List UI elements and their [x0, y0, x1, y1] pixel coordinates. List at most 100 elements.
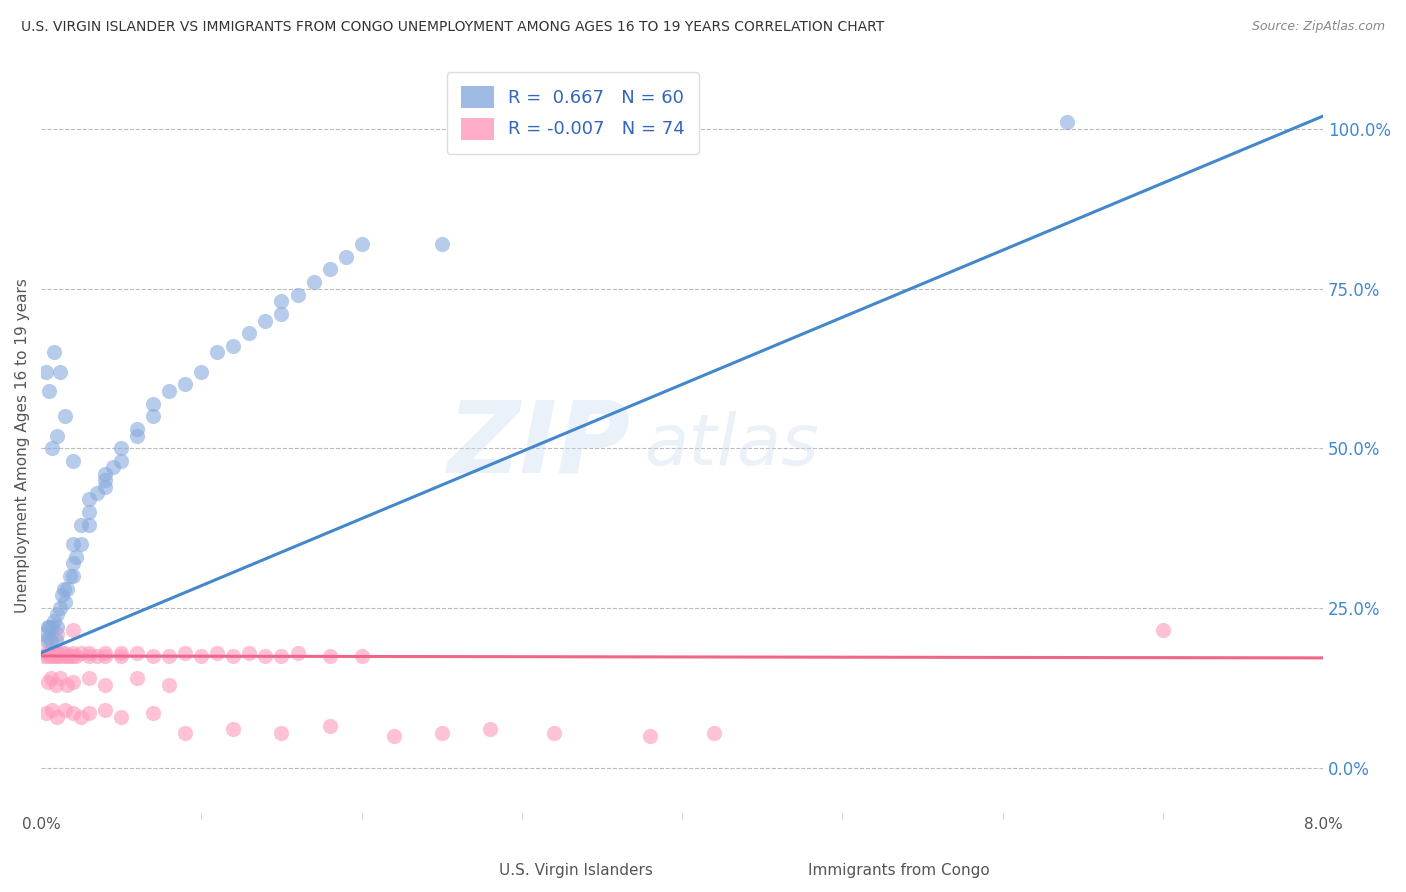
Point [70, 646, 93, 660]
Point [127, 646, 149, 660]
Point [318, 262, 340, 277]
Point [52, 582, 75, 596]
Point [42, 345, 65, 359]
Point [35, 632, 58, 647]
Point [42, 648, 65, 663]
Point [62, 454, 84, 468]
Point [44, 678, 66, 692]
Point [77, 671, 100, 685]
Point [350, 236, 373, 251]
Point [62, 537, 84, 551]
Point [37, 620, 59, 634]
Text: atlas: atlas [644, 410, 818, 480]
Point [44, 632, 66, 647]
Point [62, 624, 84, 638]
Point [142, 706, 165, 721]
Point [350, 648, 373, 663]
Point [35, 365, 58, 379]
Point [51, 646, 73, 660]
Point [110, 442, 132, 456]
Point [335, 250, 357, 264]
Point [94, 678, 117, 692]
Point [46, 646, 69, 660]
Point [38, 384, 60, 398]
Point [110, 648, 132, 663]
Point [41, 620, 63, 634]
Point [59, 569, 82, 583]
Point [41, 646, 63, 660]
Point [94, 646, 117, 660]
Point [238, 646, 260, 660]
Point [270, 307, 292, 321]
Point [35, 706, 58, 721]
Point [157, 384, 180, 398]
Point [110, 646, 132, 660]
Point [62, 557, 84, 571]
Point [254, 313, 277, 327]
Point [270, 294, 292, 309]
Point [70, 709, 93, 723]
Point [70, 518, 93, 533]
Point [254, 648, 277, 663]
Point [1152, 624, 1174, 638]
Point [157, 648, 180, 663]
Text: ZIP: ZIP [449, 397, 631, 493]
Point [174, 646, 197, 660]
Point [55, 648, 77, 663]
Y-axis label: Unemployment Among Ages 16 to 19 years: Unemployment Among Ages 16 to 19 years [15, 277, 30, 613]
Point [46, 607, 69, 622]
Point [59, 648, 82, 663]
Point [46, 709, 69, 723]
Point [77, 505, 100, 519]
Point [55, 678, 77, 692]
Point [142, 409, 165, 424]
Point [94, 648, 117, 663]
Point [127, 422, 149, 436]
Point [65, 648, 87, 663]
Text: U.S. VIRGIN ISLANDER VS IMMIGRANTS FROM CONGO UNEMPLOYMENT AMONG AGES 16 TO 19 Y: U.S. VIRGIN ISLANDER VS IMMIGRANTS FROM … [21, 20, 884, 34]
Point [86, 486, 108, 500]
Point [49, 648, 72, 663]
Point [174, 377, 197, 392]
Point [318, 648, 340, 663]
Point [287, 288, 309, 302]
Point [62, 569, 84, 583]
Point [222, 648, 245, 663]
Point [382, 729, 405, 743]
Point [39, 632, 62, 647]
Point [77, 518, 100, 533]
Point [53, 409, 76, 424]
Point [51, 588, 73, 602]
Point [207, 646, 229, 660]
Point [39, 648, 62, 663]
Point [270, 648, 292, 663]
Point [77, 648, 100, 663]
Point [430, 725, 453, 739]
Point [62, 706, 84, 721]
Point [703, 725, 725, 739]
Point [37, 674, 59, 689]
Point [46, 620, 69, 634]
Text: U.S. Virgin Islanders: U.S. Virgin Islanders [499, 863, 652, 878]
Point [53, 646, 76, 660]
Point [190, 365, 212, 379]
Point [42, 614, 65, 628]
Point [142, 396, 165, 410]
Point [34, 626, 56, 640]
Point [77, 706, 100, 721]
Point [287, 646, 309, 660]
Point [46, 428, 69, 442]
Point [38, 646, 60, 660]
Point [70, 537, 93, 551]
Point [53, 595, 76, 609]
Point [53, 703, 76, 717]
Point [46, 648, 69, 663]
Point [34, 648, 56, 663]
Point [103, 460, 125, 475]
Point [49, 671, 72, 685]
Point [49, 365, 72, 379]
Legend: R =  0.667   N = 60, R = -0.007   N = 74: R = 0.667 N = 60, R = -0.007 N = 74 [447, 72, 699, 154]
Point [37, 648, 59, 663]
Point [52, 648, 75, 663]
Point [44, 646, 66, 660]
